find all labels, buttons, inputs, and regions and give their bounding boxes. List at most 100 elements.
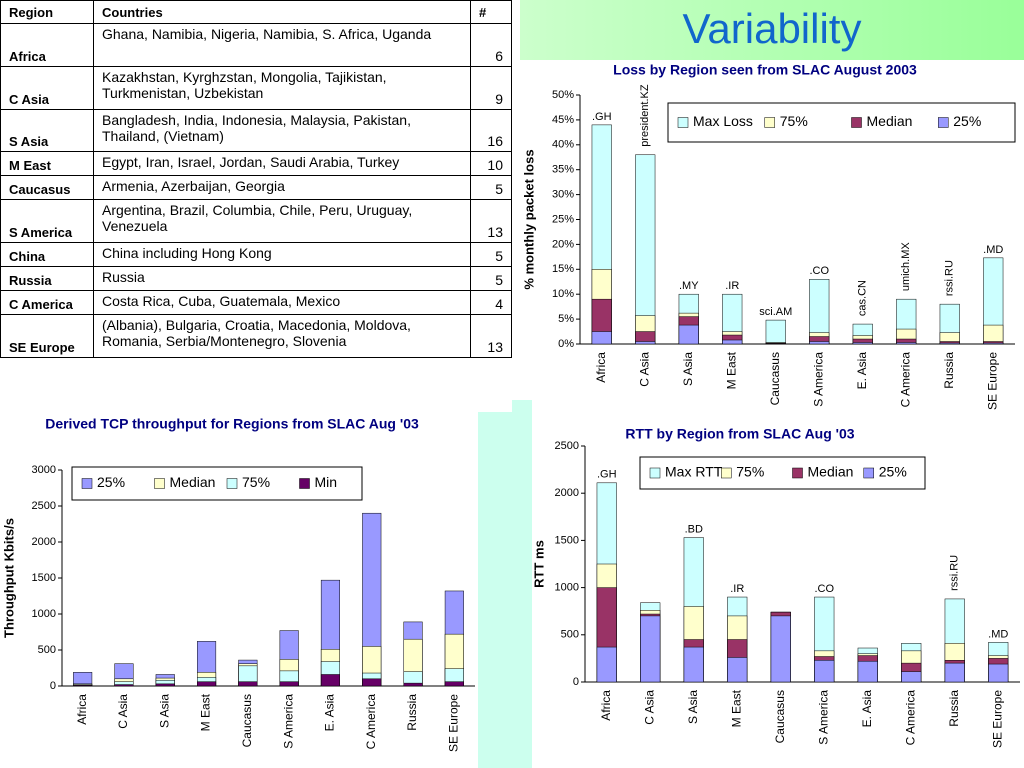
count: 13	[470, 199, 512, 243]
legend-label: Median	[170, 474, 216, 490]
annotation: rssi.RU	[944, 260, 956, 296]
legend-swatch	[299, 478, 310, 489]
x-tick-label: SE Europe	[985, 352, 999, 410]
legend-label: 25%	[953, 113, 981, 129]
region: Africa	[0, 23, 94, 67]
count: 16	[470, 109, 512, 152]
y-tick-label: 15%	[552, 263, 574, 275]
bar	[765, 319, 786, 345]
y-tick-label: 25%	[552, 213, 574, 225]
legend-swatch	[792, 467, 803, 479]
y-tick-label: 1500	[32, 572, 56, 584]
legend-box	[71, 466, 363, 501]
countries: Costa Rica, Cuba, Guatemala, Mexico	[93, 290, 471, 315]
background-strip	[478, 412, 532, 768]
x-tick-label: SE Europe	[990, 690, 1004, 748]
annotation: .MD	[983, 244, 1003, 256]
region: Caucasus	[0, 175, 94, 200]
x-tick-label: M East	[199, 693, 213, 731]
legend-label: 75%	[242, 474, 270, 490]
y-tick-label: 1000	[555, 582, 579, 594]
annotation: .GH	[592, 111, 612, 123]
x-tick-label: C America	[903, 690, 917, 746]
x-tick-label: C America	[898, 352, 912, 408]
y-tick-label: 0	[573, 676, 579, 688]
annotation: cas.CN	[857, 280, 869, 316]
y-tick-label: 2500	[32, 500, 56, 512]
x-tick-label: SE Europe	[447, 694, 461, 752]
table-row: S Asia Bangladesh, India, Indonesia, Mala…	[0, 109, 512, 152]
x-tick-label: Africa	[75, 694, 89, 725]
y-tick-label: 45%	[552, 114, 574, 126]
bar	[591, 331, 612, 345]
legend-label: Max Loss	[693, 113, 753, 129]
legend-box	[639, 456, 926, 490]
y-axis-label: Throughput Kbits/s	[1, 518, 16, 638]
legend-swatch	[81, 478, 93, 489]
background-strip	[512, 400, 532, 430]
legend-swatch	[677, 117, 689, 128]
bar	[857, 660, 878, 683]
bar	[238, 681, 258, 687]
header-row: Region Countries #	[0, 0, 512, 24]
bar	[683, 646, 704, 683]
y-tick-label: 30%	[552, 189, 574, 201]
y-tick-label: 50%	[552, 89, 574, 101]
legend-label: 75%	[736, 464, 764, 480]
x-tick-label: Russia	[942, 352, 956, 389]
x-tick-label: Russia	[405, 694, 419, 731]
legend-label: Median	[808, 464, 854, 480]
table-row: Caucasus Armenia, Azerbaijan, Georgia 5	[0, 175, 512, 200]
x-tick-label: C Asia	[642, 690, 656, 725]
y-tick-label: 0%	[558, 338, 574, 350]
x-tick-label: Africa	[594, 352, 608, 383]
countries: Egypt, Iran, Israel, Jordan, Saudi Arabi…	[93, 151, 471, 176]
legend-swatch	[851, 117, 862, 128]
y-axis-label: % monthly packet loss	[521, 149, 536, 289]
title-band	[520, 0, 1024, 60]
slide-title: Variability	[683, 5, 862, 52]
count: 13	[470, 314, 512, 358]
header-cell: #	[470, 0, 512, 24]
bar	[279, 681, 299, 687]
legend-swatch	[226, 478, 238, 489]
table-row: M East Egypt, Iran, Israel, Jordan, Saudi…	[0, 151, 512, 176]
y-tick-label: 5%	[558, 313, 574, 325]
table-row: C Asia Kazakhstan, Kyrghzstan, Mongolia, …	[0, 66, 512, 110]
annotation: .BD	[685, 523, 703, 535]
y-tick-label: 2500	[555, 440, 579, 452]
y-tick-label: 35%	[552, 164, 574, 176]
bar	[896, 342, 917, 345]
count: 4	[470, 290, 512, 315]
bar	[444, 681, 464, 687]
annotation: .CO	[814, 583, 834, 595]
y-tick-label: 2000	[555, 487, 579, 499]
x-tick-label: S Asia	[686, 690, 700, 724]
count: 6	[470, 23, 512, 67]
count: 5	[470, 266, 512, 291]
bar	[983, 324, 1004, 345]
bar	[403, 682, 423, 687]
legend-swatch	[721, 467, 732, 479]
annotation: umich.MX	[900, 242, 912, 292]
bar	[809, 341, 830, 345]
count: 5	[470, 175, 512, 200]
bar	[155, 683, 175, 687]
legend-box	[667, 102, 1016, 143]
x-tick-label: E. Asia	[860, 690, 874, 728]
x-tick-label: Caucasus	[768, 352, 782, 405]
region: S America	[0, 199, 94, 243]
x-tick-label: S America	[811, 352, 825, 407]
bar	[727, 657, 748, 683]
chart-title: Loss by Region seen from SLAC August 200…	[613, 62, 917, 78]
y-tick-label: 10%	[552, 288, 574, 300]
x-tick-label: E. Asia	[855, 352, 869, 390]
bar	[362, 678, 382, 687]
bar	[988, 663, 1009, 683]
region: Russia	[0, 266, 94, 291]
table-row: China China including Hong Kong 5	[0, 242, 512, 267]
bar	[197, 681, 217, 687]
y-tick-label: 20%	[552, 238, 574, 250]
